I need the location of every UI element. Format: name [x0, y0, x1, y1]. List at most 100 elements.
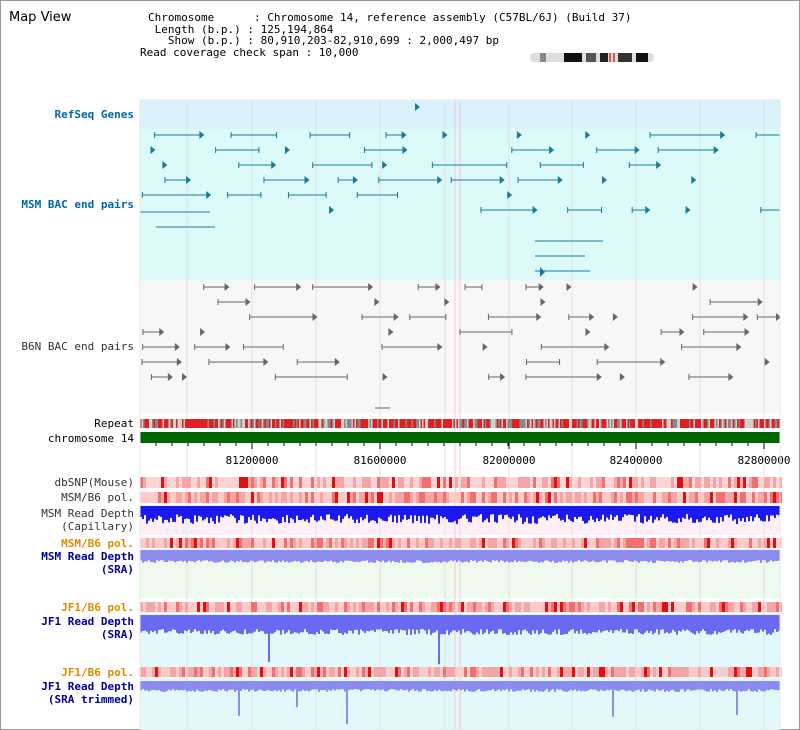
jf1-depth-sra-bar [246, 615, 248, 635]
jf1-b6-pol-heat-2 [419, 667, 422, 677]
msm-depth-sra-bar [670, 550, 672, 562]
repeat-segment [228, 419, 230, 428]
msm-b6-pol-heat-2 [191, 538, 194, 548]
msm-depth-sra-bar [502, 550, 504, 561]
jf1-depth-sra-bar [256, 615, 258, 630]
track-label-jf1-depth-trim[interactable]: JF1 Read Depth [41, 680, 134, 693]
msm-b6-pol-heat-2 [305, 538, 308, 548]
track-label-repeat[interactable]: Repeat [94, 417, 134, 430]
msm-depth-sra-bar [674, 550, 676, 562]
jf1-b6-pol-heat [218, 602, 221, 612]
repeat-segment [287, 419, 289, 428]
msm-b6-pol-heat [743, 492, 746, 503]
msm-b6-pol-heat-2 [647, 538, 650, 548]
jf1-depth-sra-bar [286, 615, 288, 633]
jf1-b6-pol-heat-2 [398, 667, 401, 677]
msm-b6-pol-heat-2 [170, 538, 173, 548]
jf1-depth-trim-bar [524, 681, 526, 691]
msm-b6-pol-heat [242, 492, 245, 503]
msm-b6-pol-heat-2 [407, 538, 410, 548]
jf1-b6-pol-heat-2 [236, 667, 239, 677]
jf1-b6-pol-heat-2 [713, 667, 716, 677]
jf1-depth-trim-bar [708, 681, 710, 692]
jf1-depth-sra-bar [458, 615, 460, 631]
msm-depth-cap-bar [616, 506, 618, 516]
jf1-depth-trim-bar [268, 681, 270, 691]
dbsnp-heat [461, 477, 464, 488]
track-label-jf1-b6-pol-2[interactable]: JF1/B6 pol. [61, 666, 134, 679]
msm-depth-cap-bar [628, 506, 630, 515]
jf1-depth-trim-bar [434, 681, 436, 690]
jf1-b6-pol-heat [488, 602, 491, 612]
jf1-b6-pol-heat [602, 602, 605, 612]
msm-depth-sra-bar [522, 550, 524, 562]
msm-depth-sra-bar [284, 550, 286, 563]
repeat-segment [167, 419, 169, 428]
jf1-depth-trim-bar [502, 681, 504, 690]
jf1-depth-sra-bar [538, 615, 540, 635]
repeat-segment [251, 419, 253, 428]
jf1-b6-pol-heat [776, 602, 779, 612]
msm-depth-cap-bar [778, 506, 780, 516]
dbsnp-heat [734, 477, 737, 488]
dbsnp-heat [278, 477, 281, 488]
msm-depth-cap-bar [356, 506, 358, 520]
msm-depth-sra-bar [708, 550, 710, 561]
jf1-depth-sra-bar [666, 615, 668, 633]
msm-depth-cap-bar [456, 506, 458, 524]
jf1-b6-pol-heat-2 [371, 667, 374, 677]
jf1-b6-pol-heat-2 [746, 667, 749, 677]
track-label-jf1-b6-pol-1[interactable]: JF1/B6 pol. [61, 601, 134, 614]
jf1-b6-pol-heat [179, 602, 182, 612]
msm-b6-pol-heat-2 [401, 538, 404, 548]
msm-depth-sra-bar [488, 550, 490, 562]
repeat-segment [471, 419, 473, 428]
jf1-depth-sra-bar [220, 615, 222, 631]
jf1-depth-trim-bar [754, 681, 756, 691]
track-label-jf1-depth-sra[interactable]: JF1 Read Depth [41, 615, 134, 628]
dbsnp-heat [299, 477, 302, 488]
track-label-msm-depth-sra[interactable]: MSM Read Depth [41, 550, 134, 563]
jf1-b6-pol-heat-2 [737, 667, 740, 677]
chromosome-ideogram[interactable] [530, 53, 654, 62]
msm-b6-pol-heat [299, 492, 302, 503]
msm-b6-pol-heat-2 [293, 538, 296, 548]
dbsnp-heat [320, 477, 323, 488]
jf1-b6-pol-heat [350, 602, 353, 612]
msm-depth-sra-bar [468, 550, 470, 563]
msm-depth-sra-bar [726, 550, 728, 561]
jf1-depth-trim-bar [622, 681, 624, 690]
track-label-msm-depth-cap[interactable]: MSM Read Depth [41, 507, 134, 520]
track-label-msm-bac[interactable]: MSM BAC end pairs [21, 198, 134, 211]
track-label-msm-b6-pol-1[interactable]: MSM/B6 pol. [61, 491, 134, 504]
jf1-b6-pol-heat-2 [647, 667, 650, 677]
jf1-b6-pol-heat-2 [662, 667, 665, 677]
dbsnp-heat [401, 477, 404, 488]
msm-b6-pol-heat-2 [482, 538, 485, 548]
msm-depth-cap-bar [622, 506, 624, 518]
msm-depth-sra-bar [414, 550, 416, 563]
repeat-segment [611, 419, 613, 428]
jf1-b6-pol-heat [581, 602, 584, 612]
track-label-refseq[interactable]: RefSeq Genes [54, 108, 134, 121]
jf1-depth-sra-bar [488, 615, 490, 634]
track-label-dbsnp[interactable]: dbSNP(Mouse) [54, 476, 134, 489]
dbsnp-heat [392, 477, 395, 488]
track-label-b6n-bac[interactable]: B6N BAC end pairs [21, 340, 134, 353]
length-line: Length (b.p.) : 125,194,864 [148, 22, 334, 36]
jf1-b6-pol-heat [554, 602, 557, 612]
repeat-segment [573, 419, 575, 428]
msm-b6-pol-heat-2 [218, 538, 221, 548]
repeat-segment [584, 419, 586, 428]
msm-depth-cap-bar [440, 506, 442, 517]
jf1-b6-pol-heat [311, 602, 314, 612]
b6n-bac-pair [225, 343, 231, 351]
msm-depth-cap-bar [640, 506, 642, 523]
msm-depth-sra-bar [608, 550, 610, 561]
jf1-depth-trim-bar [652, 681, 654, 691]
jf1-depth-trim-bar [488, 681, 490, 691]
track-label-msm-b6-pol-2[interactable]: MSM/B6 pol. [61, 537, 134, 550]
repeat-segment [239, 419, 241, 428]
jf1-depth-trim-bar [228, 681, 230, 690]
